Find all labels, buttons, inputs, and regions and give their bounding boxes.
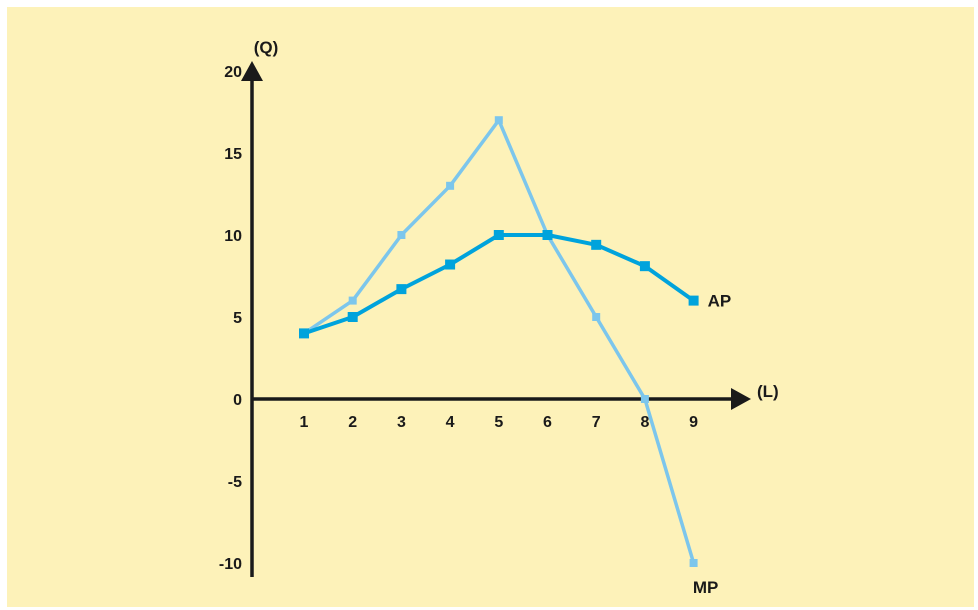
series-label-ap: AP	[708, 292, 732, 311]
series-line-ap	[303, 233, 695, 336]
data-point-ap	[347, 312, 358, 322]
data-point-mp	[689, 559, 698, 567]
axes	[241, 61, 751, 577]
data-point-mp	[446, 181, 455, 190]
line-chart: -10 -5 0 5 10 15 20 1 2 3 4 5 6 7 8 9 (Q) (L) AP MP	[219, 38, 779, 597]
x-axis-title: (L)	[757, 382, 779, 401]
x-tick-label: 3	[397, 414, 406, 431]
data-point-ap	[396, 284, 407, 295]
data-point-mp	[592, 313, 601, 321]
data-point-mp	[397, 231, 406, 239]
chart-panel: -10 -5 0 5 10 15 20 1 2 3 4 5 6 7 8 9 (Q) (L) AP MP	[7, 7, 974, 607]
x-tick-label: 9	[689, 414, 698, 431]
y-tick-label: 0	[233, 392, 242, 409]
y-tick-label: 10	[224, 228, 242, 245]
y-axis-title: (Q)	[254, 38, 279, 57]
x-tick-label: 4	[446, 414, 455, 431]
x-tick-label: 2	[348, 414, 357, 431]
labels-layer: -10 -5 0 5 10 15 20 1 2 3 4 5 6 7 8 9 (Q) (L) AP MP	[219, 38, 779, 597]
data-point-mp	[348, 296, 357, 305]
data-point-ap	[299, 328, 309, 339]
data-point-ap	[445, 259, 456, 270]
x-tick-label: 5	[494, 414, 503, 431]
x-tick-label: 7	[592, 414, 601, 431]
data-point-mp	[494, 116, 503, 125]
y-tick-label: -10	[219, 556, 242, 573]
x-tick-label: 6	[543, 414, 552, 431]
data-point-mp	[640, 395, 649, 403]
series-layer	[299, 116, 699, 567]
y-tick-label: 20	[224, 64, 242, 81]
data-point-ap	[639, 261, 650, 272]
y-axis-arrow	[241, 61, 263, 81]
y-tick-label: 5	[233, 310, 242, 327]
y-tick-label: -5	[228, 474, 242, 491]
data-point-ap	[493, 230, 504, 240]
x-axis-arrow	[731, 388, 751, 410]
series-line-mp	[303, 118, 696, 564]
data-point-ap	[591, 239, 602, 250]
x-tick-label: 1	[300, 414, 309, 431]
y-tick-label: 15	[224, 146, 242, 163]
data-point-ap	[688, 295, 699, 306]
data-point-ap	[542, 230, 553, 240]
series-label-mp: MP	[693, 578, 719, 597]
x-tick-label: 8	[640, 414, 649, 431]
